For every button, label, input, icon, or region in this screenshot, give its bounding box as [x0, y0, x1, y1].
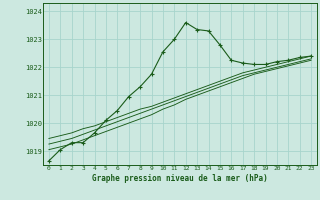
X-axis label: Graphe pression niveau de la mer (hPa): Graphe pression niveau de la mer (hPa): [92, 174, 268, 183]
